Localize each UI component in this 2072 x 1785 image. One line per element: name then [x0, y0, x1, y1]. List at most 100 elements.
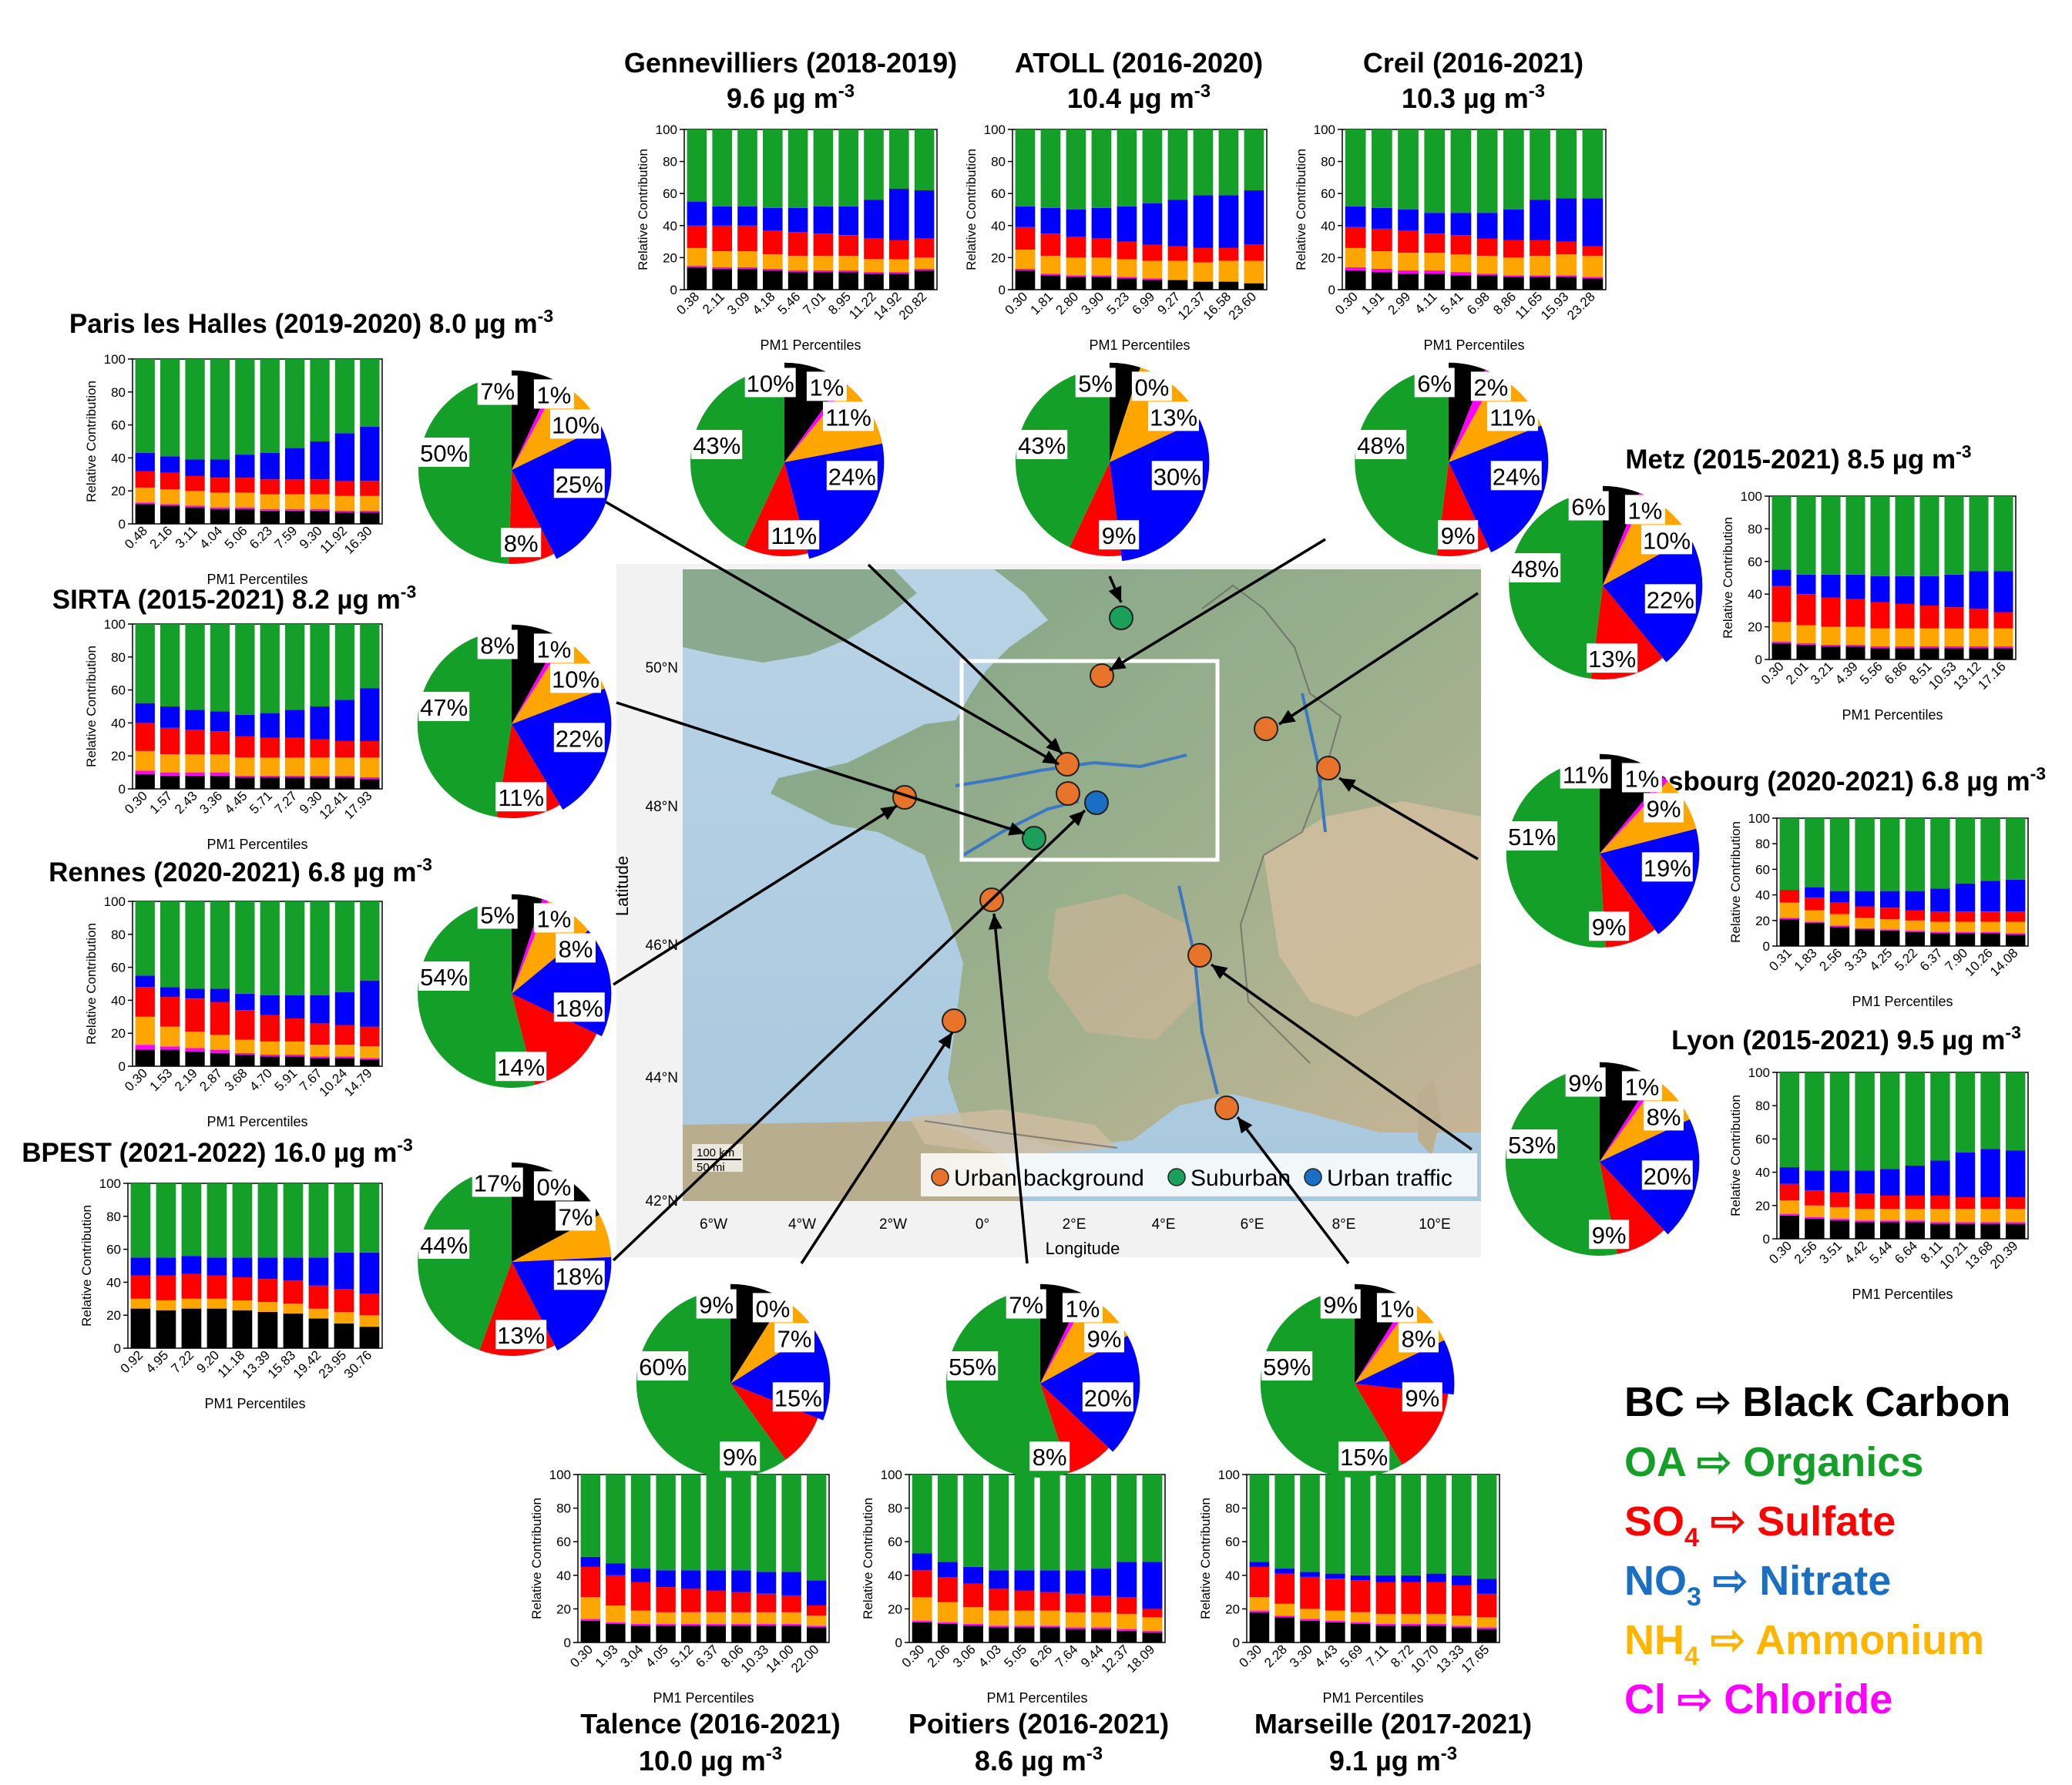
bar-segment-oa	[864, 129, 884, 200]
x-tick-label: 14.92	[871, 289, 905, 323]
pie-slice-oa	[945, 1290, 1070, 1478]
bar-segment-oa	[308, 1183, 329, 1258]
pie-label-box	[1402, 1382, 1442, 1412]
bar-segment-bc	[1969, 648, 1989, 659]
bar-segment-so4	[656, 1587, 676, 1612]
pie-label-no3: 18%	[556, 1263, 603, 1290]
bar-segment-so4	[1969, 609, 1989, 629]
y-tick-label: 100	[1218, 1468, 1240, 1482]
pie-label-oa: 51%	[1508, 824, 1556, 851]
bar-segment-oa	[1821, 496, 1841, 575]
pie-label-box	[533, 379, 574, 409]
bar-segment-nh4	[1450, 254, 1472, 273]
bar-segment-cl	[1398, 270, 1419, 274]
bar-segment-cl	[1452, 1626, 1472, 1628]
urban-background-marker-icon	[931, 1168, 949, 1186]
bar-segment-nh4	[1845, 626, 1865, 645]
bar-segment-no3	[235, 455, 255, 478]
pie-label-box	[1644, 793, 1684, 823]
bar-segment-nh4	[656, 1612, 676, 1625]
y-tick-label: 80	[888, 1501, 902, 1516]
arrow-head-icon	[1211, 965, 1228, 979]
bar-segment-so4	[1142, 1609, 1163, 1618]
y-tick-label: 40	[663, 219, 677, 233]
panel-concentration: 9.1 µg m-3	[1329, 1743, 1457, 1777]
pie-label-box	[1062, 1293, 1103, 1323]
bar-segment-bc	[285, 1056, 305, 1066]
bar-segment-oa	[185, 624, 205, 710]
x-tick-label: 0.30	[1236, 1642, 1264, 1670]
bar-segment-nh4	[687, 247, 707, 266]
bar-segment-cl	[737, 267, 757, 269]
bar-segment-so4	[310, 479, 330, 495]
lon-tick-label: 6°W	[700, 1216, 727, 1233]
bar-segment-no3	[1556, 198, 1577, 242]
bar-segment-nh4	[1855, 918, 1875, 928]
connector-line	[1109, 538, 1326, 672]
bar-segment-no3	[787, 207, 808, 233]
x-tick-label: 2.56	[1792, 1238, 1820, 1267]
pie-label-box	[1414, 367, 1455, 398]
bar-segment-no3	[681, 1570, 701, 1589]
bar-segment-so4	[160, 727, 180, 754]
y-tick-label: 60	[991, 186, 1006, 201]
scale-label-km: 100 km	[697, 1146, 734, 1159]
bar-segment-no3	[235, 714, 255, 736]
bar-segment-so4	[210, 1002, 230, 1035]
bar-segment-bc	[360, 512, 380, 524]
bar-segment-so4	[207, 1275, 227, 1299]
pie-label-box	[1506, 1129, 1558, 1159]
stacked-bar-chart: 0.302.563.514.425.446.648.1110.2113.6820…	[1728, 1065, 2029, 1302]
pie-slice-oa	[1509, 492, 1603, 679]
bar-segment-no3	[160, 706, 180, 728]
bar-segment-nh4	[135, 487, 155, 503]
bar-segment-so4	[1829, 1192, 1850, 1207]
pie-label-box	[472, 1167, 523, 1197]
bar-segment-so4	[360, 481, 380, 496]
bar-segment-bc	[1993, 648, 2013, 659]
bar-segment-bc	[1919, 648, 1939, 659]
pie-label-box	[1644, 584, 1696, 614]
bar-segment-bc	[1582, 278, 1604, 290]
bar-segment-no3	[864, 200, 884, 239]
y-axis-label: Relative Contribution	[1294, 149, 1308, 270]
bar-segment-oa	[2006, 1072, 2026, 1151]
bar-segment-oa	[1582, 129, 1604, 199]
y-tick-label: 100	[1741, 489, 1762, 504]
bar-segment-bc	[1372, 272, 1392, 290]
bar-segment-no3	[756, 1572, 777, 1594]
panel-title: Metz (2015-2021) 8.5 µg m-3	[1625, 441, 1971, 475]
bar-segment-no3	[2006, 1150, 2026, 1197]
x-tick-label: 3.06	[950, 1642, 979, 1670]
bar-segment-bc	[1905, 931, 1925, 946]
bar-segment-oa	[737, 129, 757, 206]
bar-segment-bc	[210, 508, 230, 524]
x-tick-label: 0.30	[1758, 659, 1787, 687]
y-axis-label: Relative Contribution	[84, 923, 99, 1045]
pie-chart: 9% 0% 7% 15% 9% 60%	[636, 1283, 831, 1478]
lon-tick-label: 2°E	[1063, 1216, 1086, 1233]
x-tick-label: 7.22	[168, 1347, 196, 1376]
bar-segment-bc	[989, 1627, 1009, 1642]
bar-segment-no3	[1401, 1575, 1421, 1582]
bar-segment-no3	[185, 710, 205, 730]
bar-segment-oa	[963, 1475, 983, 1567]
bar-segment-bc	[235, 777, 255, 789]
bar-segment-cl	[1905, 1220, 1925, 1223]
bar-segment-no3	[1372, 207, 1392, 229]
pie-label-nh4: 8%	[559, 935, 593, 962]
bar-segment-oa	[1325, 1475, 1345, 1574]
bar-segment-no3	[914, 190, 935, 239]
bar-segment-cl	[1503, 275, 1524, 277]
bar-segment-bc	[2006, 1223, 2026, 1239]
bar-segment-bc	[1944, 648, 1964, 659]
bar-segment-nh4	[135, 750, 155, 771]
site-panel-creil: Creil (2016-2021)10.3 µg m-3 0.301.912.99…	[1294, 47, 1607, 556]
lon-tick-label: 4°W	[788, 1216, 816, 1233]
bar-segment-nh4	[359, 1315, 380, 1327]
bar-segment-bc	[210, 1052, 230, 1066]
bar-segment-bc	[1556, 277, 1577, 290]
bar-segment-nh4	[285, 757, 305, 776]
bar-segment-bc	[737, 269, 757, 290]
bar-segment-nh4	[1930, 1209, 1950, 1223]
